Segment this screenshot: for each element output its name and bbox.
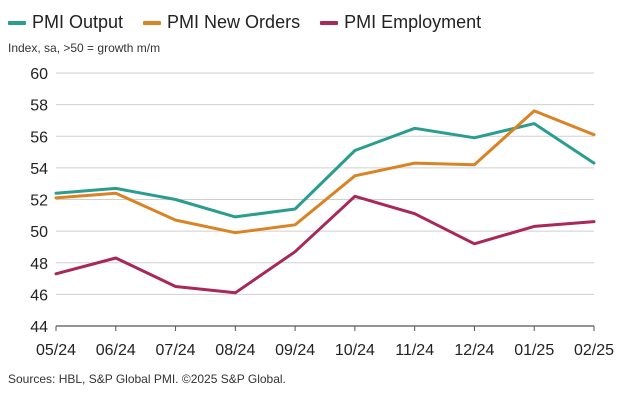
x-tick-label: 08/24 bbox=[215, 342, 255, 359]
legend-label-employment: PMI Employment bbox=[344, 12, 482, 32]
x-tick-label: 02/25 bbox=[574, 342, 614, 359]
x-tick-label: 10/24 bbox=[335, 342, 375, 359]
legend-item-employment: PMI Employment bbox=[320, 12, 481, 33]
source-note: Sources: HBL, S&P Global PMI. ©2025 S&P … bbox=[8, 372, 286, 386]
y-tick-label: 48 bbox=[30, 256, 48, 273]
y-tick-label: 50 bbox=[30, 224, 48, 241]
y-tick-label: 56 bbox=[30, 129, 48, 146]
chart-legend: PMI Output PMI New Orders PMI Employment bbox=[8, 12, 501, 33]
x-tick-label: 05/24 bbox=[36, 342, 76, 359]
x-tick-label: 07/24 bbox=[156, 342, 196, 359]
series-line-pmi-output bbox=[54, 122, 596, 219]
series-line-pmi-employment bbox=[54, 194, 596, 295]
y-tick-label: 46 bbox=[30, 287, 48, 304]
legend-label-output: PMI Output bbox=[32, 12, 124, 32]
legend-label-new-orders: PMI New Orders bbox=[167, 12, 301, 32]
legend-item-output: PMI Output bbox=[8, 12, 123, 33]
legend-swatch-employment bbox=[320, 20, 339, 25]
y-tick-label: 60 bbox=[30, 66, 48, 83]
legend-item-new-orders: PMI New Orders bbox=[143, 12, 300, 33]
chart-subtitle: Index, sa, >50 = growth m/m bbox=[8, 41, 161, 55]
x-tick-label: 12/24 bbox=[454, 342, 494, 359]
y-tick-label: 54 bbox=[30, 161, 48, 178]
y-tick-label: 44 bbox=[30, 319, 48, 336]
x-tick-label: 01/25 bbox=[514, 342, 554, 359]
x-tick-label: 06/24 bbox=[96, 342, 136, 359]
y-tick-label: 52 bbox=[30, 193, 48, 210]
legend-swatch-new-orders bbox=[143, 20, 162, 25]
series-line-pmi-new-orders bbox=[54, 109, 596, 235]
x-tick-label: 11/24 bbox=[395, 342, 434, 359]
x-tick-label: 09/24 bbox=[275, 342, 315, 359]
legend-swatch-output bbox=[8, 20, 26, 25]
y-tick-label: 58 bbox=[30, 98, 48, 115]
